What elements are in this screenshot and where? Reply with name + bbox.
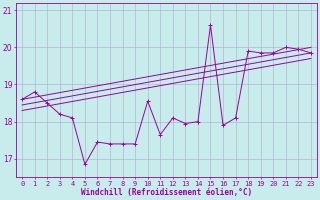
X-axis label: Windchill (Refroidissement éolien,°C): Windchill (Refroidissement éolien,°C)	[81, 188, 252, 197]
